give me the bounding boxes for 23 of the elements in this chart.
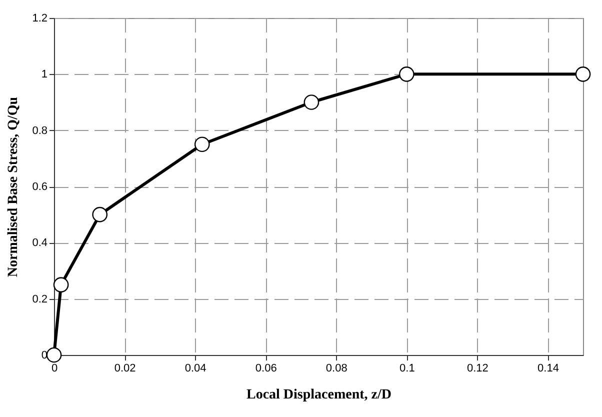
x-tick-label: 0.06 — [255, 362, 277, 374]
x-axis-title: Local Displacement, z/D — [246, 388, 392, 402]
y-axis-title: Normalised Base Stress, Q/Qu — [6, 96, 22, 278]
point — [53, 277, 69, 292]
x-tick-label: 0.08 — [326, 362, 348, 374]
x-tick-label: 0 — [51, 362, 58, 374]
point — [194, 136, 210, 152]
point — [92, 206, 108, 222]
x-tick-label: 0.14 — [538, 362, 559, 374]
x-tick-label: 0.04 — [184, 362, 206, 374]
point — [46, 347, 62, 363]
y-tick-label: 0.4 — [32, 237, 48, 250]
y-tick-label: 1 — [41, 68, 48, 81]
point — [398, 66, 414, 82]
x-tick-label: 0.12 — [466, 362, 488, 374]
y-tick-label: 1.2 — [32, 12, 48, 24]
y-tick-label: 0.8 — [32, 124, 48, 137]
y-tick-label: 0.6 — [32, 181, 48, 193]
x-tick-label: 0.1 — [400, 362, 415, 374]
point — [304, 94, 320, 110]
y-tick-label: 0.2 — [32, 293, 48, 306]
point — [575, 66, 591, 82]
x-tick-label: 0.02 — [114, 362, 136, 374]
